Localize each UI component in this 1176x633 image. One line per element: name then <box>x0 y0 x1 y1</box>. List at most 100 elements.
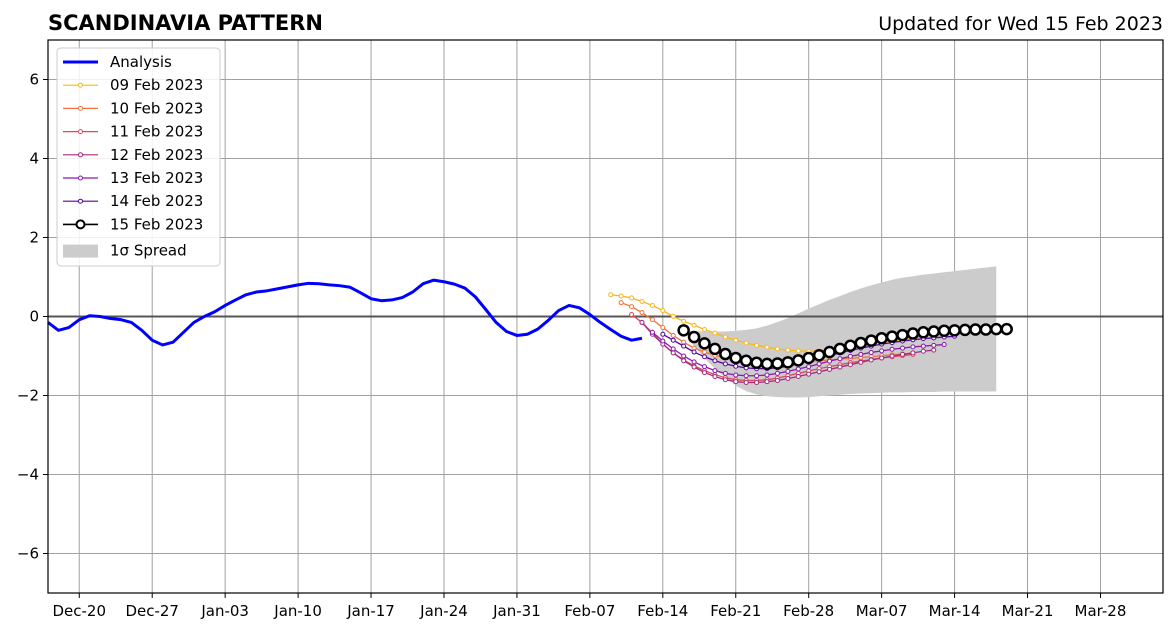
forecast-point <box>712 368 718 374</box>
forecast-point <box>771 357 784 370</box>
forecast-point <box>722 377 728 383</box>
forecast-point <box>649 317 655 323</box>
forecast-point <box>774 377 780 383</box>
forecast-point <box>806 371 812 377</box>
forecast-point <box>629 312 635 318</box>
forecast-point <box>691 345 697 351</box>
forecast-point <box>910 344 916 350</box>
forecast-point <box>795 374 801 380</box>
analysis-line <box>47 278 643 347</box>
series-lines <box>47 278 1013 385</box>
y-tick-label: 6 <box>29 71 39 89</box>
tick-labels: −6 −4 −2 0 2 4 6 Dec-20 Dec-27 Jan-03 Jan-10 Jan-17… <box>17 71 1127 621</box>
forecast-point <box>948 324 961 337</box>
forecast-point <box>681 339 687 345</box>
forecast-point <box>774 370 780 376</box>
forecast-point <box>875 331 888 345</box>
forecast-point <box>854 336 868 350</box>
forecast-point <box>743 373 749 379</box>
legend-label: 13 Feb 2023 <box>110 169 203 187</box>
forecast-point <box>719 347 732 361</box>
x-tick-label: Mar-14 <box>929 602 981 620</box>
forecast-point <box>698 337 711 350</box>
x-tick-label: Jan-03 <box>200 602 249 620</box>
forecast-point <box>969 323 982 336</box>
forecast-point <box>889 346 895 352</box>
x-tick-label: Dec-27 <box>125 602 179 620</box>
forecast-point <box>920 343 926 349</box>
forecast-point <box>681 353 687 359</box>
forecast-point <box>958 323 972 337</box>
forecast-point <box>816 361 822 367</box>
forecast-point <box>691 322 697 328</box>
forecast-point <box>806 364 812 370</box>
chart-title: SCANDINAVIA PATTERN <box>48 11 323 35</box>
legend-entry: 09 Feb 2023 <box>63 76 203 94</box>
forecast-point <box>781 356 795 369</box>
x-tick-label: Jan-10 <box>273 602 322 620</box>
forecast-point <box>743 340 749 346</box>
legend-marker <box>78 175 83 181</box>
forecast-point <box>764 372 770 378</box>
legend-entry: 15 Feb 2023 <box>63 215 203 233</box>
forecast-point <box>889 353 895 359</box>
forecast-point <box>649 302 655 308</box>
forecast-point <box>639 319 645 325</box>
forecast-point <box>827 358 833 364</box>
plot-frame <box>47 39 1164 594</box>
forecast-point <box>864 334 878 347</box>
forecast-point <box>847 362 853 368</box>
forecast-point <box>837 364 843 370</box>
forecast-point <box>722 370 728 376</box>
legend-label: 10 Feb 2023 <box>110 99 203 117</box>
legend-marker <box>78 129 83 135</box>
forecast-point <box>868 349 874 355</box>
forecast-point <box>712 374 718 380</box>
forecast-point <box>629 295 635 301</box>
forecast-point <box>760 357 774 371</box>
forecast-point <box>792 354 805 367</box>
forecast-point <box>681 358 687 364</box>
forecast-point <box>660 325 666 331</box>
forecast-point <box>868 357 874 363</box>
forecast-point <box>764 344 770 350</box>
forecast-point <box>990 322 1003 336</box>
legend-swatch <box>63 244 98 258</box>
forecast-point <box>687 330 701 344</box>
y-tick-label: −6 <box>17 545 39 563</box>
legend-marker <box>75 219 86 230</box>
legend-entry: 11 Feb 2023 <box>63 123 203 141</box>
forecast-point <box>750 356 763 369</box>
forecast-point <box>660 308 666 314</box>
x-tick-label: Mar-28 <box>1075 602 1127 620</box>
forecast-point <box>618 293 624 299</box>
forecast-point <box>681 343 687 349</box>
legend-label: 11 Feb 2023 <box>110 123 203 141</box>
x-tick-label: Jan-24 <box>419 602 468 620</box>
forecast-point <box>691 364 697 370</box>
forecast-point <box>827 366 833 372</box>
forecast-point <box>879 355 885 361</box>
forecast-point <box>722 334 728 340</box>
forecast-point <box>712 358 718 364</box>
forecast-point <box>858 359 864 365</box>
forecast-point <box>1000 322 1013 336</box>
forecast-point <box>823 345 836 359</box>
forecast-point <box>733 372 739 378</box>
forecast-point <box>802 351 815 365</box>
forecast-point <box>910 350 916 356</box>
forecast-series <box>649 329 947 379</box>
forecast-point <box>920 348 926 354</box>
forecast-point <box>785 347 791 353</box>
y-tick-label: 2 <box>29 229 39 247</box>
x-tick-label: Jan-17 <box>346 602 395 620</box>
legend-label: Analysis <box>110 53 172 71</box>
forecast-point <box>795 366 801 372</box>
forecast-point <box>639 298 645 304</box>
legend: Analysis 09 Feb 2023 10 Feb 2023 11 Feb 202… <box>56 47 221 267</box>
y-tick-label: 0 <box>29 308 39 326</box>
forecast-point <box>833 342 847 356</box>
forecast-point <box>670 314 676 319</box>
forecast-point <box>899 351 905 357</box>
forecast-point <box>681 318 687 324</box>
